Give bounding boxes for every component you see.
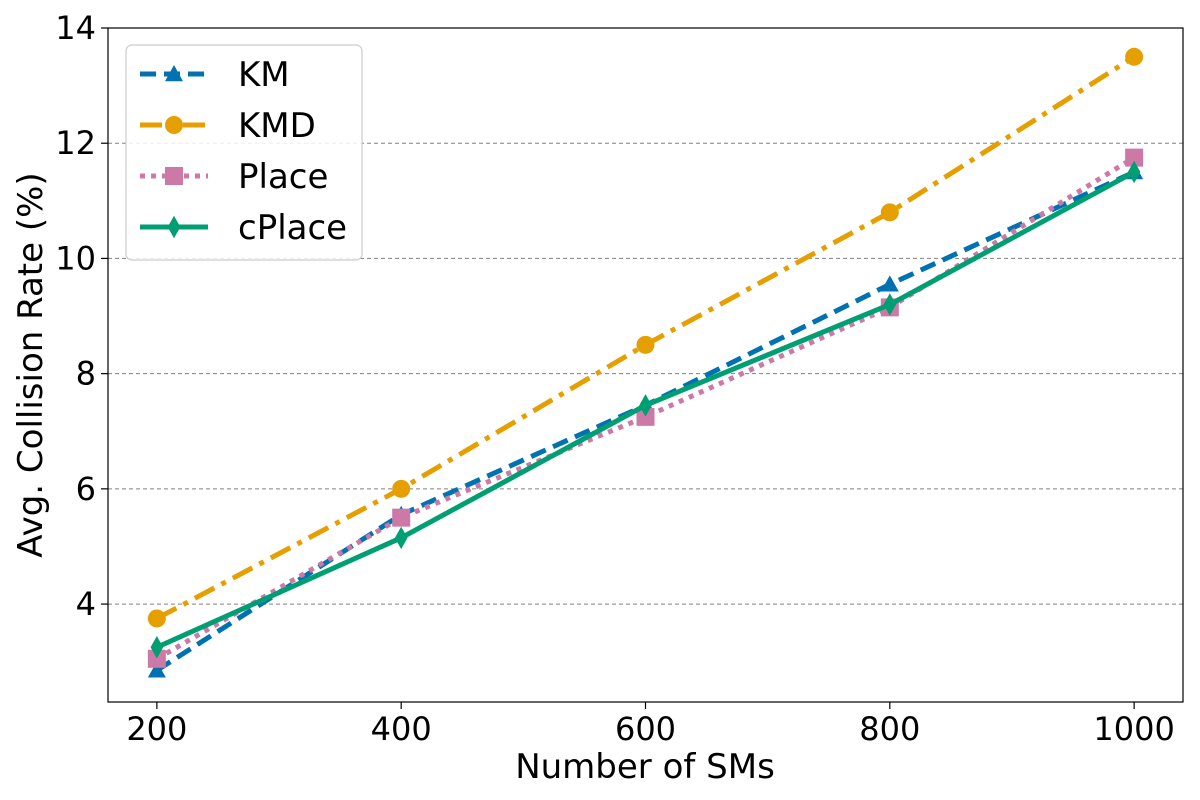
y-tick-label: 10 [55,239,96,277]
data-point-cplace [1127,160,1141,184]
y-tick-label: 8 [76,355,96,393]
y-tick-label: 4 [76,585,96,623]
legend-label-place: Place [238,157,328,197]
series-line-place [155,155,1136,661]
data-point-place [1125,148,1144,167]
data-point-km [880,275,899,292]
legend-box [125,44,363,261]
x-tick-label: 1000 [1093,710,1174,748]
y-tick-label: 14 [55,9,96,47]
y-tick-label: 12 [55,124,96,162]
data-point-kmd [880,203,899,222]
y-axis-title: Avg. Collision Rate (%) [11,172,51,557]
data-point-kmd [392,479,411,498]
legend: KM KMD Place cPlace [125,44,363,261]
x-tick-label: 600 [615,710,676,748]
data-point-cplace [639,394,652,417]
data-point-place [147,649,166,668]
data-point-cplace [150,636,164,659]
legend-marker-cplace [167,215,181,239]
legend-label-km: KM [238,55,290,95]
x-tick-label: 200 [126,710,187,748]
data-point-kmd [147,609,166,628]
data-point-kmd [636,335,655,354]
data-point-cplace [394,526,408,550]
legend-marker-km [165,65,183,82]
x-tick-label: 400 [371,710,432,748]
axis-ticks: 4 6 8 10 12 14 200 400 600 800 1000 [55,9,1175,748]
y-tick-label: 6 [76,470,96,508]
data-point-kmd [1125,47,1144,66]
legend-label-kmd: KMD [238,106,316,146]
data-point-cplace [883,293,897,316]
x-axis-title: Number of SMs [515,747,775,787]
legend-marker-place [165,167,183,185]
series-lines [147,47,1144,678]
data-point-place [636,407,655,426]
x-tick-label: 800 [859,710,920,748]
data-point-km [147,661,166,678]
legend-label-cplace: cPlace [238,208,347,248]
legend-marker-kmd [165,116,183,134]
data-point-place [392,508,411,527]
